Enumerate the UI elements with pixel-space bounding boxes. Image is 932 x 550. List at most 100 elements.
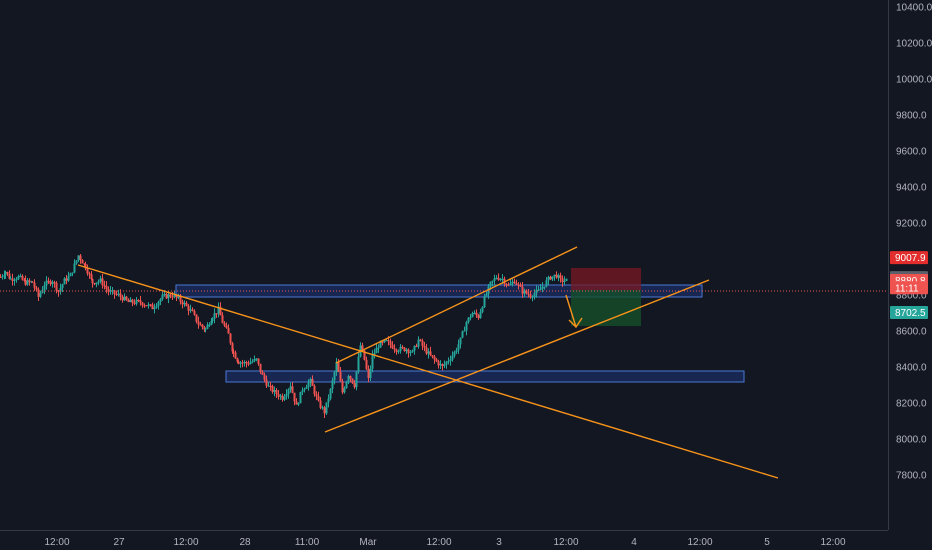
candle-body	[129, 299, 132, 303]
price-tag-label: 11:11	[895, 283, 919, 294]
candle-body	[210, 321, 213, 325]
candle-body	[236, 358, 239, 362]
candle-body	[489, 281, 492, 287]
candle-body	[47, 280, 50, 282]
candle-body	[1, 276, 4, 278]
descending-trendline[interactable]	[77, 264, 779, 479]
x-tick-label: 12:00	[44, 537, 69, 548]
candle-body	[549, 276, 552, 280]
candle-body	[353, 383, 356, 388]
candle-body	[271, 386, 274, 392]
candle-body	[387, 340, 390, 342]
price-tag-label: 8702.5	[895, 308, 926, 319]
x-tick-label: 12:00	[553, 537, 578, 548]
candle-body	[141, 302, 144, 306]
candle-body	[315, 394, 318, 397]
candle-body	[293, 392, 296, 402]
candle-body	[211, 318, 214, 322]
candle-body	[463, 330, 466, 332]
support-zone[interactable]	[225, 370, 745, 383]
candle-body	[15, 279, 18, 281]
candle-body	[221, 315, 224, 324]
candle-body	[167, 294, 170, 299]
trendlines-layer	[77, 246, 779, 479]
candle-body	[45, 280, 48, 286]
candle-body	[117, 293, 120, 295]
candle-body	[55, 282, 58, 291]
candle-body	[281, 395, 284, 400]
candle-body	[241, 362, 244, 364]
candle-body	[525, 290, 528, 294]
candle-body	[217, 306, 220, 314]
candle-body	[223, 323, 226, 326]
candle-body	[17, 276, 20, 280]
candle-body	[9, 278, 12, 280]
y-tick-label: 8200.0	[896, 399, 927, 410]
candle-body	[163, 294, 166, 296]
x-tick-label: 5	[764, 537, 770, 548]
x-tick-label: 11:00	[295, 537, 320, 548]
price-tag-box	[890, 281, 928, 295]
candle-body	[491, 280, 494, 282]
candle-body	[547, 276, 550, 281]
candle-body	[105, 286, 108, 289]
y-tick-label: 10200.0	[896, 39, 932, 50]
candle-body	[361, 345, 364, 351]
candle-body	[291, 386, 294, 393]
candle-body	[345, 381, 348, 389]
candle-body	[529, 294, 532, 297]
candle-body	[395, 349, 398, 352]
candle-body	[403, 347, 406, 352]
candle-body	[307, 382, 310, 388]
candle-body	[413, 345, 416, 351]
candle-body	[417, 339, 420, 347]
candle-body	[513, 281, 516, 284]
candle-body	[185, 303, 188, 306]
channel-upper-trendline[interactable]	[335, 246, 578, 364]
candle-body	[439, 364, 442, 366]
candle-body	[355, 371, 358, 388]
candle-body	[411, 350, 414, 353]
candle-body	[357, 356, 360, 372]
candle-body	[499, 279, 502, 281]
candle-body	[335, 362, 338, 373]
candle-body	[257, 358, 260, 364]
candle-body	[519, 284, 522, 287]
y-tick-label: 10000.0	[896, 75, 932, 86]
candle-body	[329, 388, 332, 399]
candle-body	[219, 306, 222, 316]
short-position-risk-area[interactable]	[571, 268, 641, 290]
short-position-reward-area[interactable]	[571, 290, 641, 326]
x-tick-label: 12:00	[173, 537, 198, 548]
candle-body	[333, 372, 336, 381]
candle-body	[91, 278, 94, 284]
candle-body	[169, 294, 172, 297]
projection-arrow[interactable]	[565, 294, 577, 328]
candle-body	[365, 359, 368, 369]
candle-body	[123, 296, 126, 301]
time-axis[interactable]: 12:00 27 12:00 28 11:00 Mar 12:00 3 12:00 4 12:00 5…	[44, 537, 845, 548]
candle-body	[125, 296, 128, 300]
x-tick-label: 12:00	[820, 537, 845, 548]
candle-body	[459, 337, 462, 345]
candle-body	[147, 304, 150, 306]
channel-lower-trendline[interactable]	[324, 279, 710, 433]
candle-body	[497, 277, 500, 280]
candle-body	[263, 374, 266, 380]
x-tick-label: 28	[239, 537, 251, 548]
candle-body	[379, 341, 382, 348]
candle-body	[175, 294, 178, 298]
candle-body	[493, 278, 496, 281]
candle-body	[563, 280, 566, 282]
y-tick-label: 8400.0	[896, 363, 927, 374]
candle-body	[481, 307, 484, 312]
candle-body	[113, 290, 116, 294]
candle-body	[71, 272, 74, 274]
candle-body	[435, 359, 438, 362]
candle-body	[269, 385, 272, 387]
candle-body	[397, 351, 400, 353]
y-tick-label: 7800.0	[896, 471, 927, 482]
candle-body	[449, 359, 452, 361]
candle-body	[313, 385, 316, 395]
